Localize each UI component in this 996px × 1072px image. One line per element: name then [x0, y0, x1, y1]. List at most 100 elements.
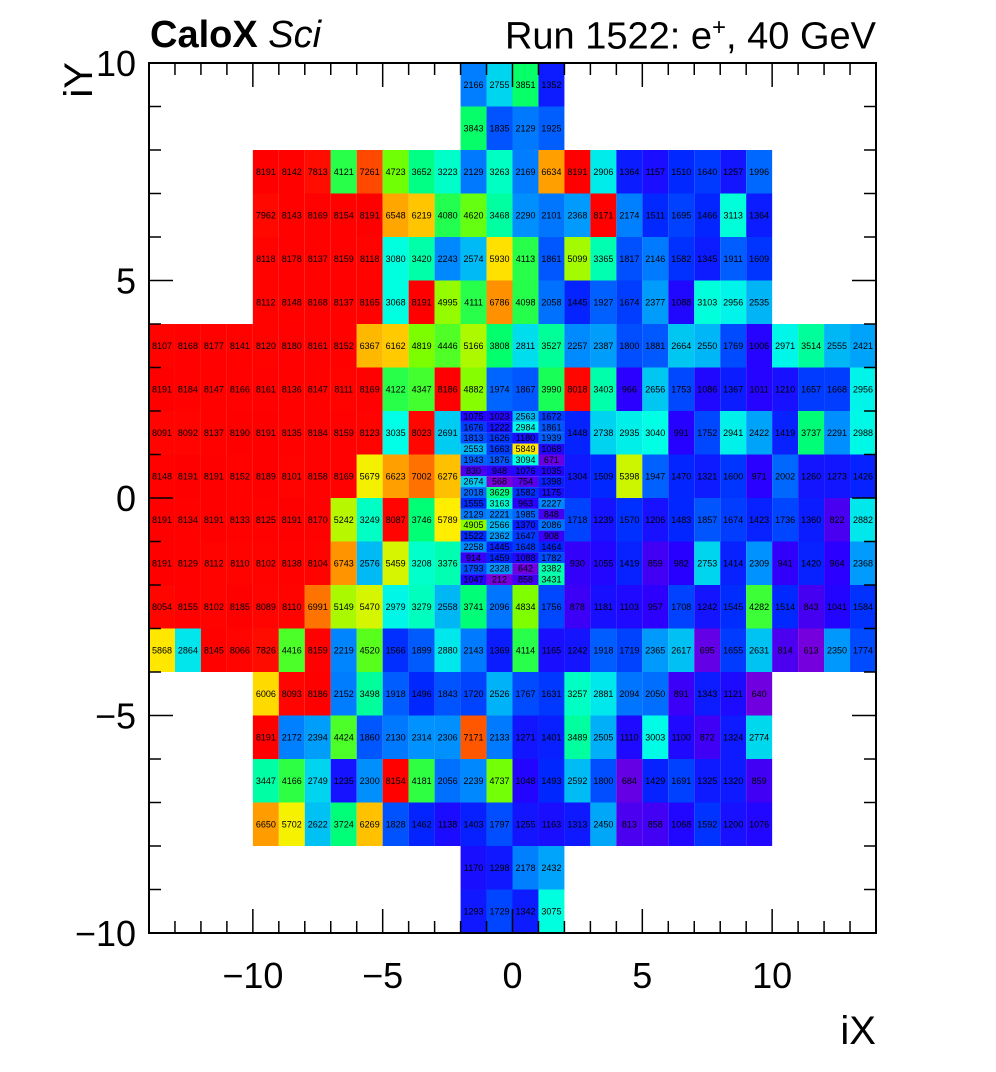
cell-value-label: 8158: [308, 471, 328, 481]
cell-value-label: 1592: [697, 819, 717, 829]
cell-value-label: 2096: [490, 602, 510, 612]
heatmap-cell: [434, 280, 461, 324]
cell-value-label: 848: [544, 509, 559, 519]
cell-value-label: 1691: [671, 776, 691, 786]
heatmap-cell: [382, 280, 409, 324]
cell-value-label: 1774: [853, 645, 873, 655]
cell-value-label: 2956: [723, 297, 743, 307]
cell-value-label: 8087: [386, 515, 406, 525]
heatmap-cell: [694, 454, 721, 498]
heatmap-cell: [434, 802, 461, 846]
heatmap-cell: [538, 443, 565, 455]
cell-value-label: 8093: [282, 689, 302, 699]
heatmap-cell: [538, 802, 565, 846]
heatmap-cell: [486, 324, 513, 368]
cell-value-label: 1566: [386, 645, 406, 655]
cell-value-label: 1782: [541, 553, 561, 563]
heatmap-cell: [538, 432, 565, 444]
cell-value-label: 7962: [256, 210, 276, 220]
heatmap-cell: [356, 237, 383, 281]
heatmap-cell: [824, 628, 851, 672]
cell-value-label: 1157: [646, 167, 665, 177]
cell-value-label: 1800: [619, 341, 639, 351]
cell-value-label: 3652: [412, 167, 432, 177]
cell-value-label: 3103: [697, 297, 717, 307]
heatmap-cell: [460, 465, 487, 477]
heatmap-cell: [668, 628, 695, 672]
cell-value-label: 964: [830, 558, 845, 568]
heatmap-cell: [746, 759, 773, 803]
cell-value-label: 1925: [541, 123, 561, 133]
heatmap-cell: [538, 672, 565, 716]
heatmap-cell: [512, 715, 539, 759]
heatmap-cell: [538, 411, 565, 422]
heatmap-cell: [486, 628, 513, 672]
cell-value-label: 1068: [541, 444, 561, 454]
cell-value-label: 6786: [490, 297, 510, 307]
heatmap-cell: [512, 552, 539, 564]
cell-value-label: 1239: [593, 515, 613, 525]
cell-value-label: 3263: [490, 167, 510, 177]
heatmap-cell: [408, 280, 435, 324]
heatmap-cell: [356, 498, 383, 542]
heatmap-cell: [720, 193, 747, 237]
cell-value-label: 2882: [853, 515, 873, 525]
cell-value-label: 2133: [490, 732, 510, 742]
heatmap-cell: [486, 411, 513, 422]
heatmap-cell: [720, 367, 747, 411]
cell-value-label: 3431: [541, 575, 561, 585]
heatmap-cell: [512, 432, 539, 444]
heatmap-cell: [486, 846, 513, 890]
heatmap-cell: [512, 541, 539, 553]
cell-value-label: 914: [466, 553, 481, 563]
heatmap-cell: [382, 324, 409, 368]
cell-value-label: 2674: [464, 477, 484, 487]
cell-value-label: 1769: [723, 341, 743, 351]
heatmap-cell: [304, 324, 331, 368]
heatmap-cell: [746, 585, 773, 629]
heatmap-cell: [460, 421, 487, 433]
heatmap-cell: [538, 237, 565, 281]
heatmap-cell: [512, 585, 539, 629]
heatmap-cell: [668, 585, 695, 629]
cell-value-label: 8159: [308, 645, 328, 655]
cell-value-label: 8137: [308, 254, 328, 264]
cell-value-label: 4111: [464, 297, 483, 307]
heatmap-cell: [330, 628, 357, 672]
cell-value-label: 8148: [282, 297, 302, 307]
heatmap-cell: [746, 411, 773, 455]
cell-value-label: 4181: [412, 776, 432, 786]
heatmap-cell: [486, 443, 513, 455]
heatmap-cell: [460, 585, 487, 629]
heatmap-cell: [564, 454, 591, 498]
x-axis-label: iX: [840, 1009, 876, 1053]
cell-value-label: 5679: [360, 471, 380, 481]
cell-value-label: 8125: [256, 515, 276, 525]
y-tick-label: −5: [95, 696, 136, 737]
cell-value-label: 8191: [412, 297, 432, 307]
heatmap-cell: [538, 367, 565, 411]
cell-value-label: 2243: [438, 254, 458, 264]
cell-value-label: 1676: [464, 422, 484, 432]
cell-value-label: 8177: [204, 341, 224, 351]
heatmap-cell: [642, 628, 669, 672]
heatmap-cell: [304, 367, 331, 411]
cell-value-label: 2656: [645, 384, 665, 394]
cell-value-label: 6650: [256, 819, 276, 829]
cell-value-label: 8136: [282, 384, 302, 394]
heatmap-cell: [278, 498, 305, 542]
cell-value-label: 1343: [697, 689, 717, 699]
cell-value-label: 2227: [541, 498, 561, 508]
heatmap-cell: [252, 628, 279, 672]
heatmap-cell: [278, 715, 305, 759]
heatmap-cell: [460, 672, 487, 716]
heatmap-cell: [382, 672, 409, 716]
heatmap-cell: [226, 498, 253, 542]
heatmap-cell: [149, 454, 175, 498]
cell-value-label: 3365: [593, 254, 613, 264]
cell-value-label: 8191: [256, 167, 276, 177]
heatmap-cell: [304, 628, 331, 672]
cell-value-label: 2563: [515, 411, 535, 421]
heatmap-cell: [798, 498, 825, 542]
heatmap-cell: [772, 411, 799, 455]
